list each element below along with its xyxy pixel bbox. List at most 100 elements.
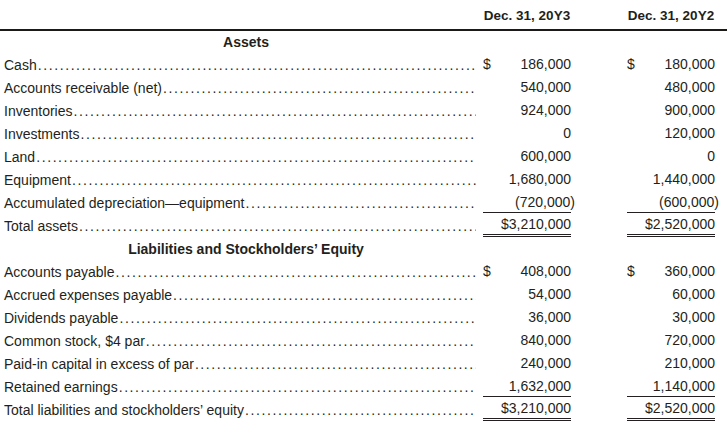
- table-row: Investments 0 120,000: [4, 123, 715, 146]
- amount-value: 180,000: [635, 55, 715, 74]
- balance-sheet: Dec. 31, 20Y3 Dec. 31, 20Y2 Assets Cash …: [0, 0, 727, 422]
- amount-cell: 480,000: [627, 78, 715, 97]
- amount-value: 36,000: [483, 308, 571, 327]
- amount-cell: 1,440,000: [627, 170, 715, 189]
- table-row: Accumulated depreciation—equipment (720,…: [4, 192, 715, 215]
- amount-cell: 720,000: [627, 331, 715, 350]
- amount-cell: $ 408,000: [483, 262, 571, 281]
- amount-value: 480,000: [627, 78, 715, 97]
- amount-value: $3,210,000: [483, 399, 571, 418]
- section-heading: Assets: [4, 31, 488, 54]
- amount-value: (720,000): [483, 193, 575, 212]
- currency-symbol: $: [627, 262, 635, 281]
- amount-value: $2,520,000: [627, 399, 715, 418]
- amount-value: 360,000: [635, 262, 715, 281]
- table-row: Total assets $3,210,000 $2,520,000: [4, 215, 715, 238]
- leader-dots: [80, 123, 476, 146]
- amount-cell: 30,000: [627, 308, 715, 327]
- row-label: Accounts receivable (net): [4, 77, 162, 100]
- amount-value: 1,140,000: [627, 377, 715, 396]
- amount-value: 924,000: [483, 101, 571, 120]
- column-header-row: Dec. 31, 20Y3 Dec. 31, 20Y2: [0, 7, 727, 31]
- table-row: Cash $ 186,000 $ 180,000: [4, 54, 715, 77]
- leader-dots: [116, 261, 476, 284]
- amount-cell: 1,680,000: [483, 170, 571, 189]
- amount-value: 600,000: [483, 147, 571, 166]
- amount-cell: 120,000: [627, 124, 715, 143]
- amount-cell: (720,000): [483, 193, 571, 213]
- amount-value: 1,680,000: [483, 170, 571, 189]
- table-row: Accounts receivable (net) 540,000 480,00…: [4, 77, 715, 100]
- table-row: Equipment 1,680,000 1,440,000: [4, 169, 715, 192]
- amount-value: (600,000): [627, 193, 719, 212]
- amount-cell: 0: [627, 147, 715, 166]
- leader-dots: [173, 284, 476, 307]
- table-row: Total liabilities and stockholders’ equi…: [4, 399, 715, 422]
- amount-value: 1,632,000: [483, 377, 571, 396]
- amount-cell: 924,000: [483, 101, 571, 120]
- section-heading-row: Assets: [4, 31, 715, 54]
- amount-cell: $3,210,000: [483, 215, 571, 237]
- leader-dots: [79, 215, 476, 238]
- leader-dots: [245, 192, 476, 215]
- amount-value: 720,000: [627, 331, 715, 350]
- currency-symbol: $: [483, 262, 491, 281]
- sheet-body: Assets Cash $ 186,000 $ 180,000 Accounts…: [4, 31, 715, 422]
- amount-cell: $ 360,000: [627, 262, 715, 281]
- row-label: Common stock, $4 par: [4, 330, 145, 353]
- amount-value: 54,000: [483, 285, 571, 304]
- amount-value: 0: [483, 124, 571, 143]
- leader-dots: [119, 307, 476, 330]
- amount-cell: $ 186,000: [483, 55, 571, 74]
- amount-cell: 210,000: [627, 354, 715, 373]
- row-label: Inventories: [4, 100, 72, 123]
- leader-dots: [36, 146, 476, 169]
- amount-value: 540,000: [483, 78, 571, 97]
- amount-value: $2,520,000: [627, 215, 715, 234]
- table-row: Common stock, $4 par 840,000 720,000: [4, 330, 715, 353]
- row-label: Accrued expenses payable: [4, 284, 172, 307]
- amount-cell: 600,000: [483, 147, 571, 166]
- amount-cell: (600,000): [627, 193, 715, 213]
- amount-cell: 240,000: [483, 354, 571, 373]
- table-row: Retained earnings 1,632,000 1,140,000: [4, 376, 715, 399]
- table-row: Inventories 924,000 900,000: [4, 100, 715, 123]
- column-header-20y3: Dec. 31, 20Y3: [483, 7, 571, 25]
- amount-cell: 0: [483, 124, 571, 143]
- row-label: Equipment: [4, 169, 71, 192]
- amount-value: 408,000: [491, 262, 571, 281]
- row-label: Land: [4, 146, 35, 169]
- amount-value: 120,000: [627, 124, 715, 143]
- table-row: Dividends payable 36,000 30,000: [4, 307, 715, 330]
- table-row: Paid-in capital in excess of par 240,000…: [4, 353, 715, 376]
- section-heading: Liabilities and Stockholders’ Equity: [4, 238, 488, 261]
- amount-value: 186,000: [491, 55, 571, 74]
- row-label: Investments: [4, 123, 79, 146]
- row-label: Cash: [4, 54, 37, 77]
- row-label: Paid-in capital in excess of par: [4, 353, 194, 376]
- amount-cell: $ 180,000: [627, 55, 715, 74]
- section-heading-row: Liabilities and Stockholders’ Equity: [4, 238, 715, 261]
- leader-dots: [73, 100, 476, 123]
- leader-dots: [72, 169, 476, 192]
- amount-cell: $2,520,000: [627, 215, 715, 237]
- row-label: Total assets: [4, 215, 78, 238]
- row-label: Accounts payable: [4, 261, 115, 284]
- column-header-20y2: Dec. 31, 20Y2: [627, 7, 715, 25]
- amount-value: $3,210,000: [483, 215, 571, 234]
- amount-cell: 36,000: [483, 308, 571, 327]
- amount-value: 840,000: [483, 331, 571, 350]
- amount-cell: 54,000: [483, 285, 571, 304]
- amount-value: 60,000: [627, 285, 715, 304]
- amount-value: 0: [627, 147, 715, 166]
- amount-cell: 1,632,000: [483, 377, 571, 397]
- row-label: Dividends payable: [4, 307, 118, 330]
- row-label: Retained earnings: [4, 376, 118, 399]
- amount-cell: 840,000: [483, 331, 571, 350]
- leader-dots: [146, 330, 476, 353]
- amount-value: 900,000: [627, 101, 715, 120]
- table-row: Accounts payable $ 408,000 $ 360,000: [4, 261, 715, 284]
- row-label: Accumulated depreciation—equipment: [4, 192, 244, 215]
- table-row: Accrued expenses payable 54,000 60,000: [4, 284, 715, 307]
- amount-cell: 60,000: [627, 285, 715, 304]
